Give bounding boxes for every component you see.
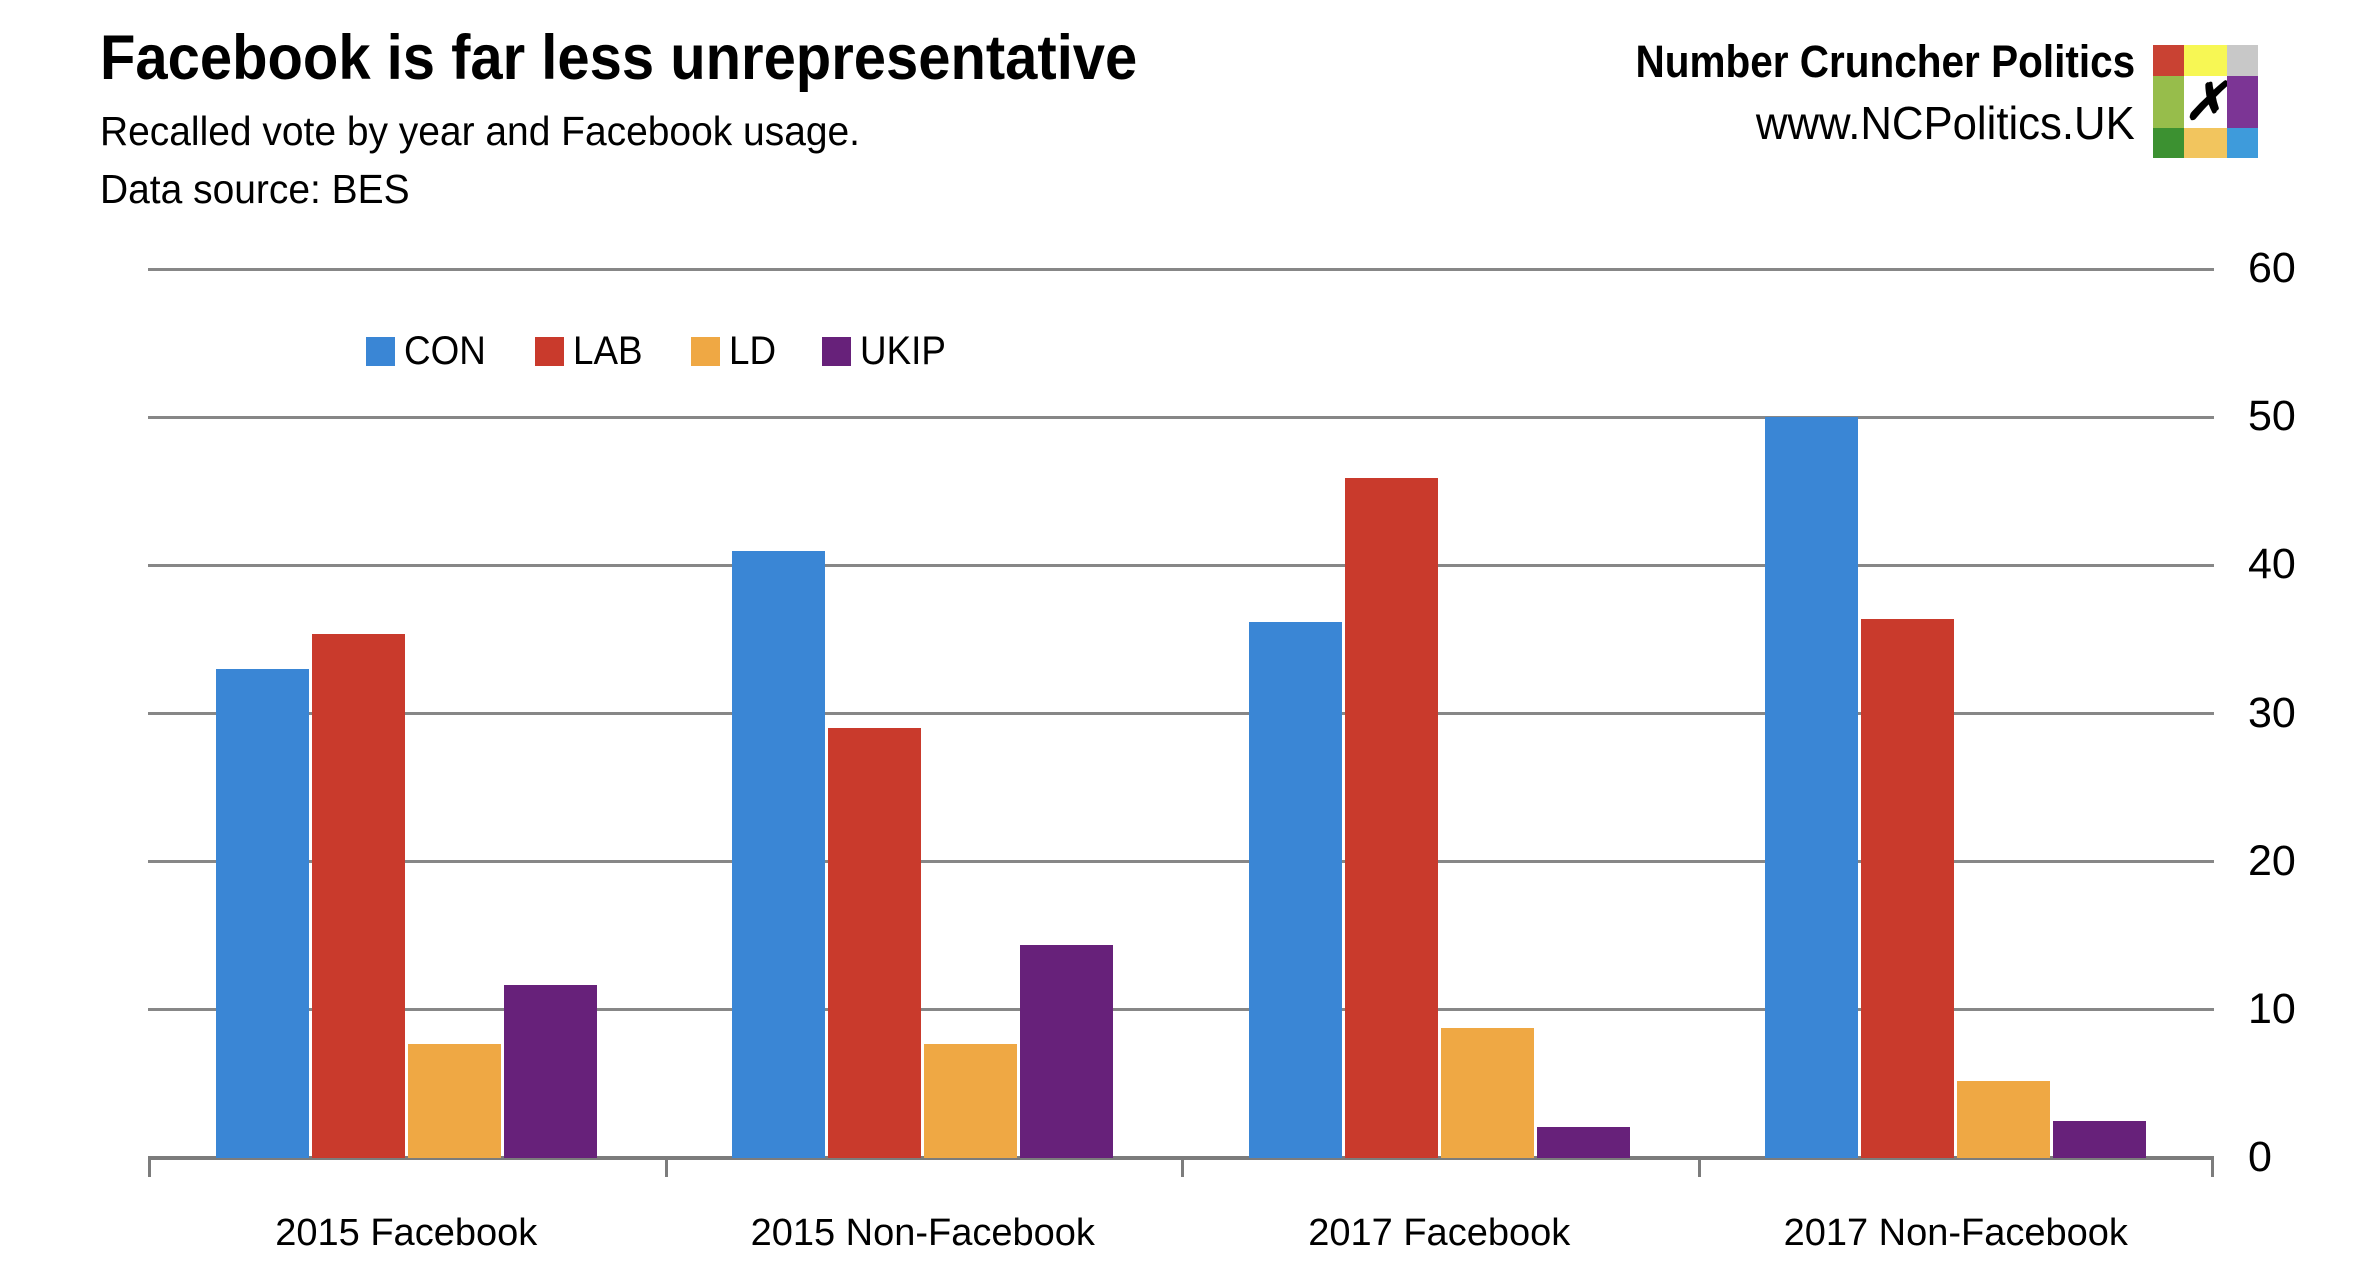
legend-item-ukip: UKIP <box>821 329 953 373</box>
branding-url: www.NCPolitics.UK <box>1756 97 2135 149</box>
logo-cell-1-1: ✗ <box>2183 72 2228 131</box>
logo-cell-1-2 <box>2227 75 2258 128</box>
legend-item-con: CON <box>366 331 493 371</box>
bar-lab-2017-non-facebook <box>1861 618 1955 1158</box>
branding-name: Number Cruncher Politics <box>1635 36 2135 87</box>
bar-ukip-2015-facebook <box>503 984 597 1158</box>
legend-swatch-lab <box>534 336 564 366</box>
x-cat-label-2015-facebook: 2015 Facebook <box>275 1212 538 1254</box>
gridline-10 <box>148 1008 2214 1012</box>
bar-con-2017-non-facebook <box>1765 417 1859 1158</box>
chart-legend: CON LAB LD UKIP <box>366 331 953 371</box>
x-cat-label-2015-non-facebook: 2015 Non-Facebook <box>750 1212 1095 1254</box>
axis-tick <box>1697 1160 1701 1177</box>
logo-cell-1-0 <box>2153 75 2184 128</box>
bar-group-2017-non-facebook <box>1698 269 2215 1158</box>
y-tick-label-10: 10 <box>2248 984 2296 1033</box>
data-source-note: Data source: BES <box>100 166 410 212</box>
legend-label-ld: LD <box>728 329 776 373</box>
bar-ukip-2017-facebook <box>1536 1126 1630 1158</box>
legend-label-ukip: UKIP <box>859 329 946 373</box>
bar-ld-2015-facebook <box>407 1043 501 1158</box>
logo-cell-2-1 <box>2183 127 2228 158</box>
legend-swatch-ukip <box>821 336 851 366</box>
legend-label-con: CON <box>404 329 486 373</box>
logo-cell-2-2 <box>2227 127 2258 158</box>
bar-ld-2015-non-facebook <box>924 1043 1018 1158</box>
logo-cell-0-0 <box>2153 45 2184 76</box>
bar-group-2015-non-facebook <box>665 269 1182 1158</box>
x-cat-label-2017-facebook: 2017 Facebook <box>1308 1212 1571 1254</box>
bar-lab-2015-facebook <box>311 633 405 1158</box>
axis-tick <box>1181 1160 1184 1177</box>
axis-tick <box>148 1160 151 1177</box>
bar-group-2015-facebook <box>148 269 665 1158</box>
legend-item-ld: LD <box>690 329 780 373</box>
axis-tick <box>2211 1160 2214 1177</box>
logo-cell-0-1 <box>2183 45 2228 76</box>
y-tick-label-0: 0 <box>2248 1133 2272 1181</box>
legend-label-lab: LAB <box>572 329 643 373</box>
logo-cell-2-0 <box>2153 127 2184 158</box>
bar-lab-2017-facebook <box>1344 477 1438 1158</box>
gridline-30 <box>148 712 2214 715</box>
y-tick-label-50: 50 <box>2248 392 2296 441</box>
logo-x-mark-icon: ✗ <box>2183 72 2228 131</box>
y-tick-label-60: 60 <box>2248 244 2296 292</box>
bar-lab-2015-non-facebook <box>828 728 922 1158</box>
logo-cell-0-2 <box>2227 45 2258 76</box>
legend-swatch-ld <box>690 336 720 366</box>
gridline-50 <box>148 415 2214 419</box>
plot-area <box>148 267 2215 1177</box>
page-title: Facebook is far less unrepresentative <box>100 23 1138 93</box>
gridline-20 <box>148 860 2214 864</box>
bar-con-2015-facebook <box>215 669 309 1158</box>
bar-con-2017-facebook <box>1248 621 1342 1158</box>
page-subtitle: Recalled vote by year and Facebook usage… <box>100 108 861 154</box>
x-axis-line <box>148 1156 2214 1160</box>
bar-con-2015-non-facebook <box>732 550 826 1158</box>
gridline-40 <box>148 563 2214 567</box>
y-tick-label-20: 20 <box>2248 836 2296 885</box>
legend-item-lab: LAB <box>534 329 649 373</box>
legend-swatch-con <box>366 336 395 366</box>
ncp-logo: ✗ <box>2153 45 2258 158</box>
x-cat-label-2017-non-facebook: 2017 Non-Facebook <box>1783 1212 2128 1254</box>
bar-ukip-2015-non-facebook <box>1020 944 1114 1158</box>
bar-group-2017-facebook <box>1181 269 1698 1158</box>
bar-ukip-2017-non-facebook <box>2053 1120 2147 1158</box>
bar-ld-2017-non-facebook <box>1957 1080 2051 1158</box>
y-tick-label-40: 40 <box>2248 540 2296 589</box>
gridline-60 <box>148 267 2214 271</box>
axis-tick <box>664 1160 668 1177</box>
bar-ld-2017-facebook <box>1440 1027 1534 1158</box>
y-tick-label-30: 30 <box>2248 688 2296 737</box>
